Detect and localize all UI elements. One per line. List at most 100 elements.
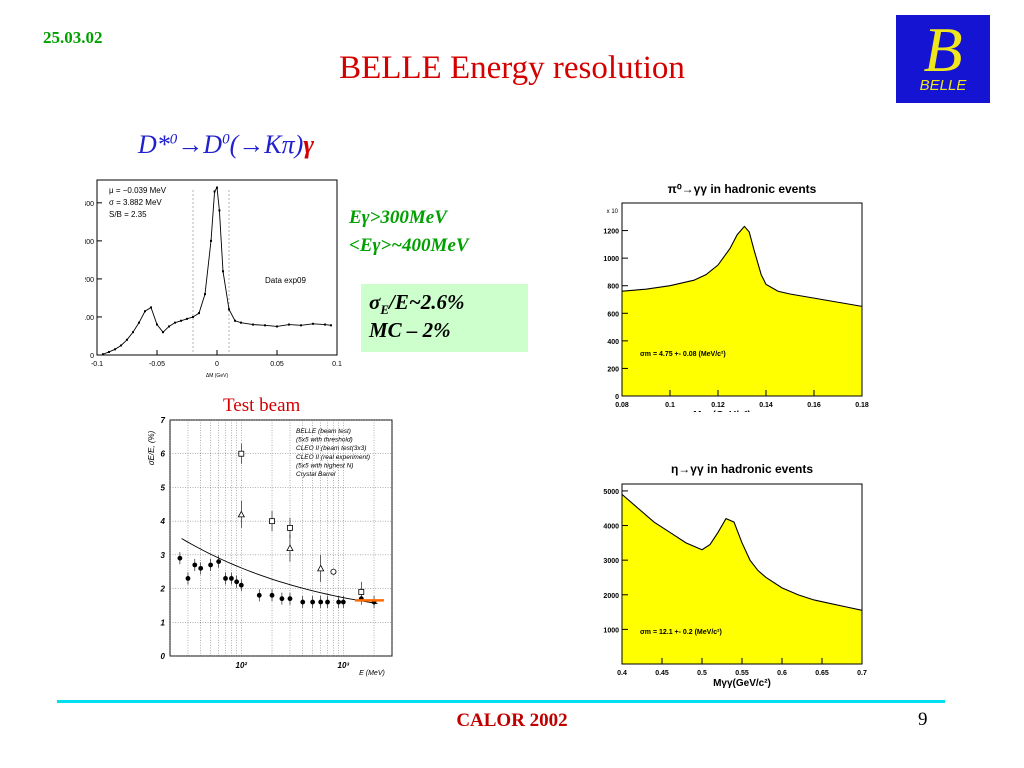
y-tick-label: 6 <box>161 450 166 459</box>
cleo-beam-point <box>358 589 365 595</box>
legend-entry: (5x5 with highest N) <box>296 462 353 469</box>
data-point <box>210 239 212 242</box>
data-point <box>186 317 188 320</box>
decay-mid2: (→Kπ) <box>229 130 304 159</box>
belle-point <box>256 592 262 598</box>
data-point <box>324 323 326 326</box>
legend-entry: CLEO II (real experiment) <box>296 454 370 461</box>
data-point <box>150 306 152 309</box>
data-point <box>198 312 200 315</box>
fit-curve <box>181 538 378 604</box>
belle-point <box>238 582 244 588</box>
y-tick-label: 200 <box>85 277 94 284</box>
data-point <box>180 319 182 322</box>
x-tick-label: 0.1 <box>332 361 342 368</box>
y-tick-label: 0 <box>161 652 166 661</box>
cleo-real-point <box>286 544 294 552</box>
energy-cut-line2: <Eγ>~400MeV <box>349 235 469 256</box>
x-axis-label: ΔM (GeV) <box>206 373 229 379</box>
data-point <box>156 323 158 326</box>
x-tick-label: 0.4 <box>617 670 627 677</box>
belle-point <box>310 599 316 605</box>
energy-cut-line1: Eγ>300MeV <box>349 207 447 228</box>
plot-annotation: σm = 12.1 +- 0.2 (MeV/c²) <box>640 629 722 636</box>
y-tick-label: 800 <box>607 284 619 291</box>
y-scale-label: x 10 <box>607 209 619 215</box>
belle-point <box>229 576 234 581</box>
data-point <box>300 324 302 327</box>
eta-chart-group: 0.4 0.45 0.5 0.55 0.6 0.65 0.7 1000 2000 3000 4000… <box>603 462 867 688</box>
x-tick-label: 0.12 <box>711 402 725 409</box>
decay-mid1: →D <box>177 130 223 159</box>
data-point <box>204 293 206 296</box>
belle-point <box>234 579 240 585</box>
data-point <box>218 209 221 212</box>
y-axis-label: σE/E, (%) <box>147 430 156 465</box>
data-point <box>162 331 164 334</box>
data-point <box>126 338 128 341</box>
test-beam-label: Test beam <box>223 395 301 416</box>
x-tick-label: 0.1 <box>665 402 675 409</box>
chart-title: η→γγ in hadronic events <box>671 462 813 476</box>
decay-formula: D*0→D0(→Kπ)γ <box>138 130 314 160</box>
resolution-sigma: σ <box>369 290 381 314</box>
histogram-fill <box>622 494 862 664</box>
belle-point <box>192 562 198 568</box>
x-tick-label: 0.45 <box>655 670 669 677</box>
decay-sup2: 0 <box>222 131 230 148</box>
x-tick-label: -0.05 <box>149 361 165 368</box>
data-point <box>228 308 230 311</box>
data-point <box>138 321 140 324</box>
y-tick-label: 1 <box>161 618 166 627</box>
resolution-line1: σE/E~2.6% <box>369 290 465 318</box>
footer-divider <box>57 700 945 703</box>
resolution-box: σE/E~2.6% MC – 2% <box>361 284 528 352</box>
belle-point <box>223 576 228 581</box>
x-axis-label: Mγγ(GeV/c²) <box>693 410 751 412</box>
cleo-real-point <box>237 510 245 518</box>
resolution-sub: E <box>380 302 389 318</box>
legend-entry: σ = 3.882 MeV <box>109 198 162 207</box>
data-point <box>102 353 104 356</box>
x-tick-label: 0.65 <box>815 670 829 677</box>
cleo-real-point <box>317 564 325 572</box>
plot-annotation: σm = 4.75 +- 0.08 (MeV/c²) <box>640 351 726 358</box>
x-tick-label: 0.6 <box>777 670 787 677</box>
data-point <box>330 324 332 327</box>
x-axis-label: E (MeV) <box>359 670 385 677</box>
data-point <box>288 323 290 326</box>
y-tick-label: 3 <box>161 551 166 560</box>
data-point <box>234 319 236 322</box>
data-point <box>264 324 266 327</box>
cleo-beam-point <box>269 518 275 525</box>
belle-point <box>336 599 342 605</box>
x-tick-label: 0 <box>215 361 219 368</box>
belle-point <box>208 562 213 568</box>
legend-entry: μ = −0.039 MeV <box>109 186 167 195</box>
belle-point <box>198 565 204 571</box>
decay-sup1: 0 <box>169 131 178 148</box>
plot-annotation: Data exp09 <box>265 276 306 285</box>
data-point <box>120 344 122 347</box>
chart-title: π⁰→γγ in hadronic events <box>668 182 817 196</box>
data-point <box>114 348 116 351</box>
data-point <box>222 270 224 273</box>
x-tick-label: 0.05 <box>270 361 284 368</box>
histogram-fill <box>622 226 862 396</box>
dstar-chart-group: -0.1 -0.05 0 0.05 0.1 0 100 200 300 400 ΔM (GeV) μ … <box>85 179 342 379</box>
belle-point <box>287 596 293 602</box>
y-tick-label: 200 <box>607 366 619 373</box>
y-tick-label: 1000 <box>603 256 619 263</box>
y-tick-label: 4000 <box>603 524 619 531</box>
data-point <box>276 325 278 328</box>
x-tick-label: 0.14 <box>759 402 773 409</box>
resolution-vs-energy-chart: 0 1 2 3 4 5 6 7 10² 10³ E (MeV) σE/E, (%) BELLE (bea… <box>147 416 393 677</box>
slide-title: BELLE Energy resolution <box>339 50 685 86</box>
belle-point <box>177 555 183 561</box>
resolution-rest: /E~2.6% <box>389 290 465 314</box>
resolution-chart-group: 0 1 2 3 4 5 6 7 10² 10³ E (MeV) σE/E, (%) BELLE (bea… <box>147 416 393 677</box>
x-axis-label: Mγγ(GeV/c²) <box>713 678 771 688</box>
data-point <box>252 323 254 326</box>
y-tick-label: 5000 <box>603 489 619 496</box>
y-tick-label: 600 <box>607 311 619 318</box>
